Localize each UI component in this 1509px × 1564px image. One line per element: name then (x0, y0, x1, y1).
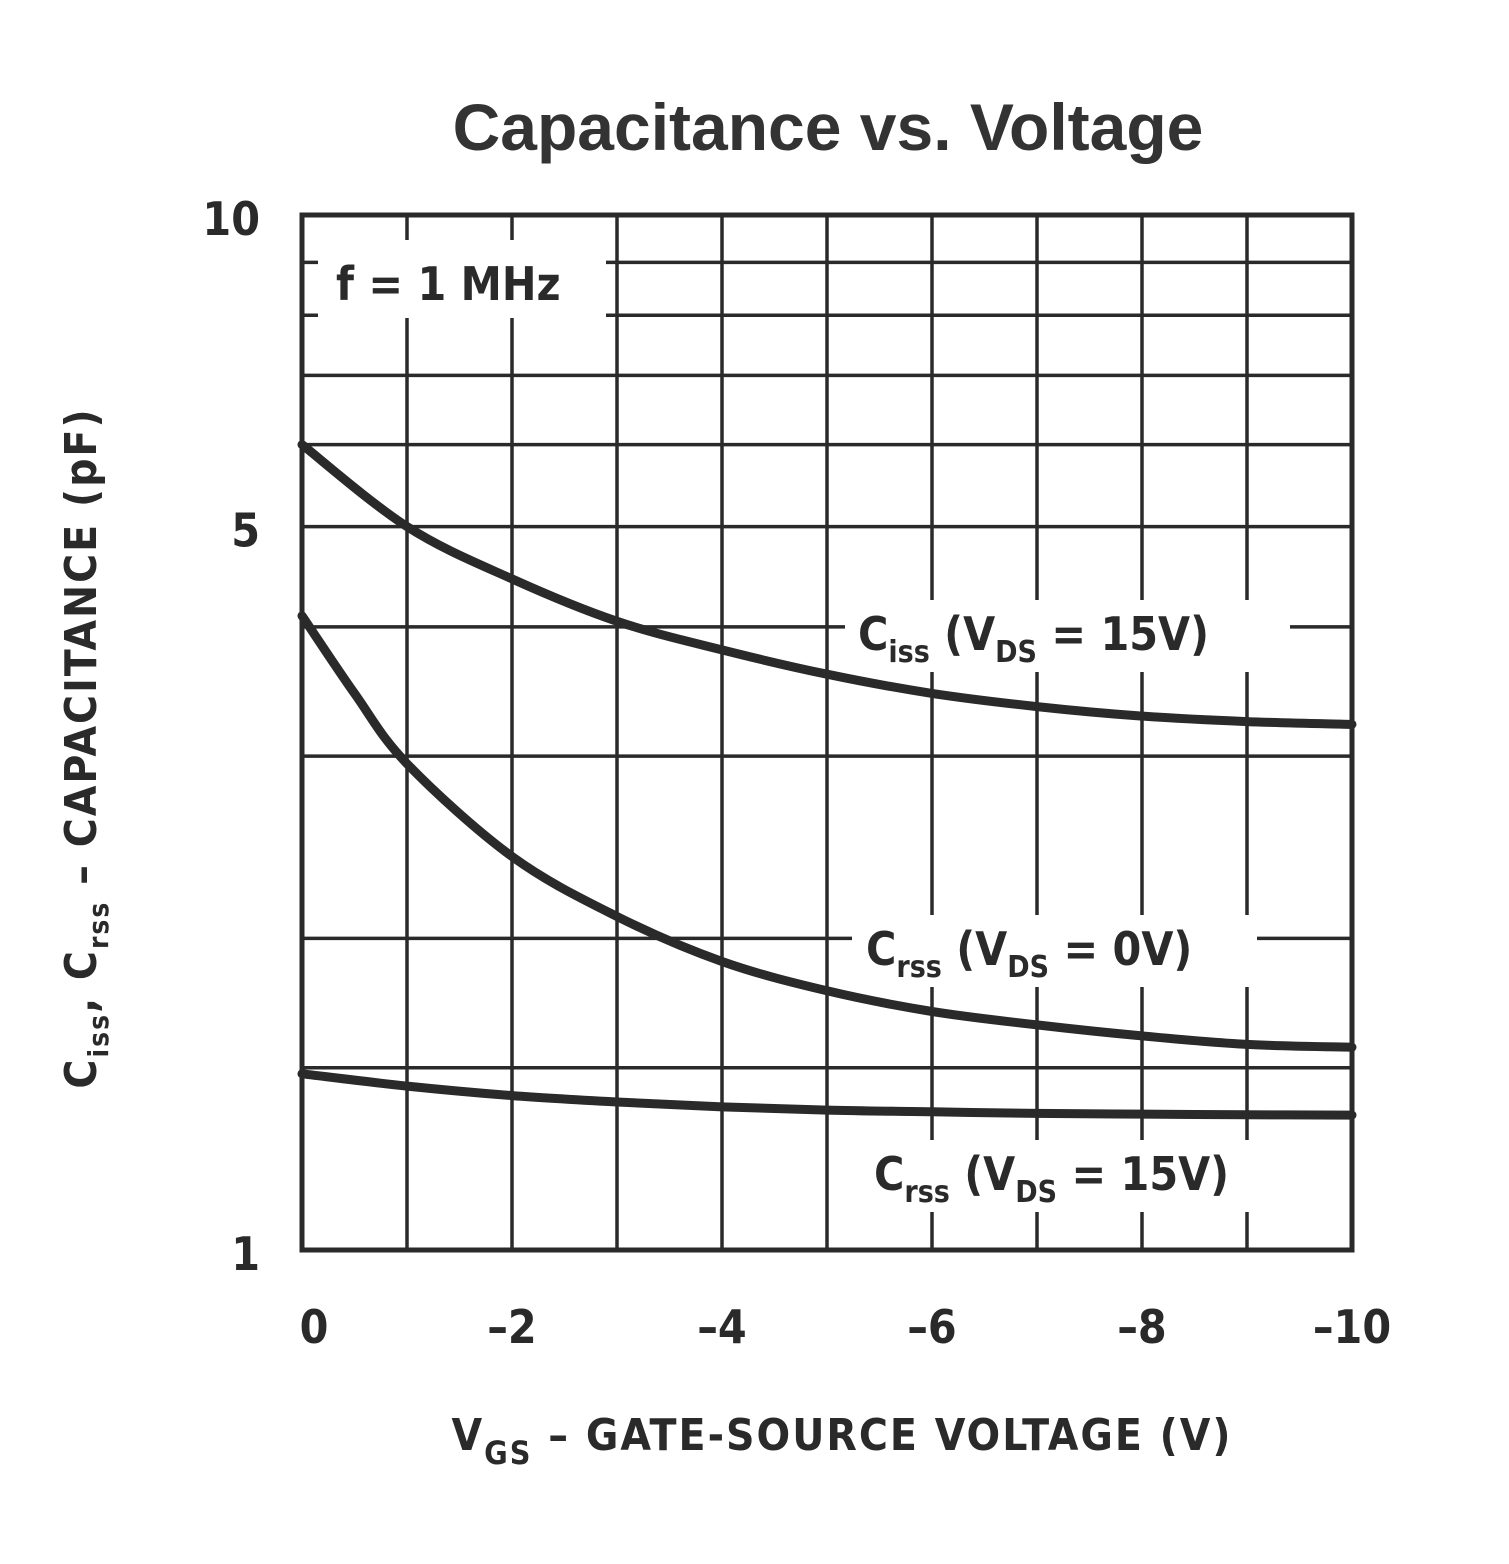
y-axis-label: Ciss, Crss – CAPACITANCE (pF) (56, 407, 115, 1088)
series-label-open: (V (930, 607, 995, 661)
x-tick-label: –10 (1313, 1300, 1391, 1354)
annotation-background (318, 240, 606, 318)
x-axis-label-rest: – GATE-SOURCE VOLTAGE (V) (533, 1410, 1233, 1461)
y-tick-label: 10 (202, 192, 260, 246)
y-axis-label-c1: C (56, 1058, 107, 1089)
y-axis-label-sep: , (56, 980, 107, 1013)
y-axis-label-c2: C (56, 949, 107, 980)
series-label-background (852, 915, 1257, 987)
series-label-close: = 0V) (1049, 922, 1192, 976)
x-axis-label-v: V (452, 1410, 485, 1461)
series-curve-ciss (297, 440, 1357, 729)
series-label-sub: rss (904, 1175, 949, 1210)
y-axis-label-rest: – CAPACITANCE (pF) (56, 407, 107, 900)
series-label-open: (V (950, 1147, 1015, 1201)
y-axis-label-iss: iss (82, 1013, 115, 1058)
x-tick-label: 0 (300, 1300, 329, 1354)
x-tick-label: –8 (1117, 1300, 1166, 1354)
x-tick-label: –2 (487, 1300, 536, 1354)
series-label-close: = 15V) (1057, 1147, 1229, 1201)
y-axis-label-rss: rss (82, 901, 115, 949)
series-label-crss15: Crss (VDS = 15V) (874, 1147, 1229, 1210)
series-label-background (860, 1140, 1290, 1212)
series-label-open: (V (942, 922, 1007, 976)
series-label-c: C (874, 1147, 904, 1201)
series-curve-crss15 (297, 1069, 1357, 1120)
frequency-annotation: f = 1 MHz (336, 257, 561, 311)
series-curve-crss0 (297, 611, 1357, 1052)
series-label-close: = 15V) (1037, 607, 1209, 661)
series-label-ds: DS (1015, 1175, 1057, 1210)
curves (297, 440, 1357, 1120)
series-label-sub: rss (896, 950, 941, 985)
y-tick-label: 1 (231, 1227, 260, 1281)
x-axis-label: VGS – GATE-SOURCE VOLTAGE (V) (452, 1410, 1233, 1472)
series-label-c: C (866, 922, 896, 976)
series-label-sub: iss (888, 635, 929, 670)
y-tick-labels: 10 5 1 (202, 192, 260, 1281)
series-label-ds: DS (995, 635, 1037, 670)
x-tick-label: –6 (907, 1300, 956, 1354)
y-tick-label: 5 (231, 504, 260, 558)
x-axis-label-gs: GS (484, 1434, 532, 1472)
series-label-background (845, 600, 1290, 672)
series-label-ciss: Ciss (VDS = 15V) (858, 607, 1209, 670)
x-tick-label: –4 (697, 1300, 746, 1354)
plot-frame (299, 212, 1355, 1253)
chart-title: Capacitance vs. Voltage (453, 90, 1204, 164)
series-label-c: C (858, 607, 888, 661)
series-labels: Ciss (VDS = 15V)Crss (VDS = 0V)Crss (VDS… (845, 600, 1290, 1212)
series-label-ds: DS (1007, 950, 1049, 985)
series-label-crss0: Crss (VDS = 0V) (866, 922, 1192, 985)
x-tick-labels: 0 –2 –4 –6 –8 –10 (300, 1300, 1392, 1354)
